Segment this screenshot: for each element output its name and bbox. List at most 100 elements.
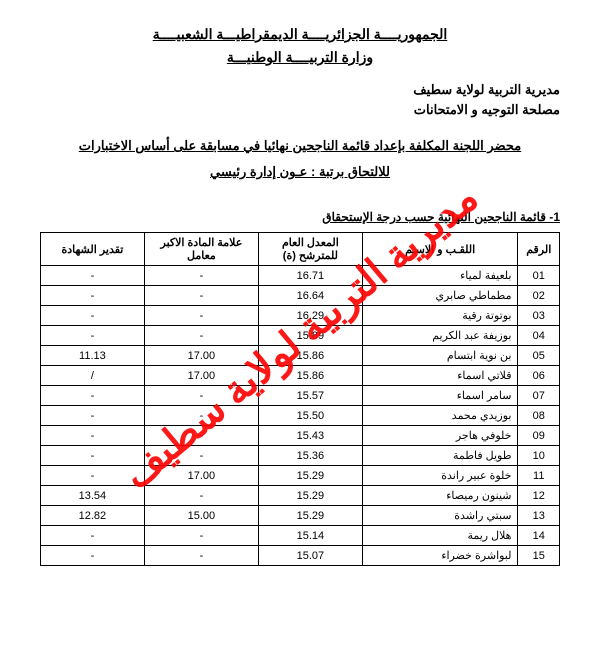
table-cell: 15.86 <box>259 366 363 386</box>
table-cell: سبتي راشدة <box>362 506 518 526</box>
table-row: 08بوزيدي محمد15.50-- <box>41 406 560 426</box>
table-cell: 12 <box>518 486 560 506</box>
doc-title-1: محضر اللجنة المكلفة بإعداد قائمة الناجحي… <box>40 138 560 154</box>
table-cell: لبواشرة خضراء <box>362 546 518 566</box>
table-cell: / <box>41 366 145 386</box>
table-cell: بن نوية ابتسام <box>362 346 518 366</box>
table-cell: - <box>41 426 145 446</box>
table-row: 01بلعيفة لمياء16.71-- <box>41 266 560 286</box>
table-cell: 15.29 <box>259 506 363 526</box>
table-row: 09خلوفي هاجر15.43-- <box>41 426 560 446</box>
table-cell: - <box>41 266 145 286</box>
table-row: 02مطماطي صابري16.64-- <box>41 286 560 306</box>
table-row: 12شينون رميصاء15.29-13.54 <box>41 486 560 506</box>
table-cell: 15.89 <box>259 326 363 346</box>
table-cell: 15.07 <box>259 546 363 566</box>
table-cell: 09 <box>518 426 560 446</box>
table-cell: قلاتي اسماء <box>362 366 518 386</box>
table-cell: بوزيفة عبد الكريم <box>362 326 518 346</box>
table-cell: 06 <box>518 366 560 386</box>
table-cell: 15.29 <box>259 466 363 486</box>
table-cell: - <box>144 266 258 286</box>
table-cell: 08 <box>518 406 560 426</box>
col-header: علامة المادة الاكبر معامل <box>144 233 258 266</box>
table-cell: - <box>144 306 258 326</box>
table-cell: بوتوتة رقية <box>362 306 518 326</box>
table-cell: 15.57 <box>259 386 363 406</box>
ministry-line: وزارة التربيــــة الوطنيـــة <box>40 49 560 66</box>
table-cell: 14 <box>518 526 560 546</box>
table-cell: طويل فاطمة <box>362 446 518 466</box>
table-row: 03بوتوتة رقية16.29-- <box>41 306 560 326</box>
col-header: الرقم <box>518 233 560 266</box>
table-cell: - <box>41 526 145 546</box>
table-row: 15لبواشرة خضراء15.07-- <box>41 546 560 566</box>
table-cell: 17.00 <box>144 346 258 366</box>
table-cell: - <box>41 306 145 326</box>
table-cell: - <box>144 326 258 346</box>
table-cell: سامر اسماء <box>362 386 518 406</box>
table-cell: 12.82 <box>41 506 145 526</box>
table-cell: 16.29 <box>259 306 363 326</box>
col-header: اللقـب و الاسـم <box>362 233 518 266</box>
col-header: المعدل العام للمترشح (ة) <box>259 233 363 266</box>
table-cell: 15.50 <box>259 406 363 426</box>
table-cell: 16.71 <box>259 266 363 286</box>
table-cell: - <box>41 326 145 346</box>
table-row: 13سبتي راشدة15.2915.0012.82 <box>41 506 560 526</box>
table-cell: - <box>41 386 145 406</box>
table-cell: 15.00 <box>144 506 258 526</box>
table-cell: 04 <box>518 326 560 346</box>
table-cell: شينون رميصاء <box>362 486 518 506</box>
table-cell: 16.64 <box>259 286 363 306</box>
table-cell: 07 <box>518 386 560 406</box>
table-cell: 13.54 <box>41 486 145 506</box>
table-cell: - <box>144 546 258 566</box>
table-row: 05بن نوية ابتسام15.8617.0011.13 <box>41 346 560 366</box>
table-cell: - <box>144 446 258 466</box>
table-cell: 03 <box>518 306 560 326</box>
doc-title-2: للالتحاق برتبة : عـون إدارة رئيسي <box>40 164 560 180</box>
table-cell: 17.00 <box>144 466 258 486</box>
table-row: 04بوزيفة عبد الكريم15.89-- <box>41 326 560 346</box>
table-cell: 02 <box>518 286 560 306</box>
table-cell: 15.86 <box>259 346 363 366</box>
table-cell: خلوفي هاجر <box>362 426 518 446</box>
table-cell: 15.36 <box>259 446 363 466</box>
table-cell: بلعيفة لمياء <box>362 266 518 286</box>
office-line: مصلحة التوجيه و الامتحانات <box>40 102 560 118</box>
table-cell: - <box>144 526 258 546</box>
table-cell: 11.13 <box>41 346 145 366</box>
table-cell: خلوة عبير راندة <box>362 466 518 486</box>
table-cell: - <box>144 406 258 426</box>
table-row: 14هلال ريمة15.14-- <box>41 526 560 546</box>
table-cell: 01 <box>518 266 560 286</box>
table-cell: بوزيدي محمد <box>362 406 518 426</box>
results-table: الرقماللقـب و الاسـمالمعدل العام للمترشح… <box>40 232 560 566</box>
table-cell: - <box>144 426 258 446</box>
table-cell: - <box>144 386 258 406</box>
table-cell: 13 <box>518 506 560 526</box>
table-cell: 15.43 <box>259 426 363 446</box>
table-cell: 15.14 <box>259 526 363 546</box>
table-row: 06قلاتي اسماء15.8617.00/ <box>41 366 560 386</box>
table-cell: هلال ريمة <box>362 526 518 546</box>
col-header: تقدير الشهادة <box>41 233 145 266</box>
republic-line: الجمهوريــــة الجزائريــــة الديمقراطيــ… <box>40 26 560 43</box>
table-cell: مطماطي صابري <box>362 286 518 306</box>
table-cell: - <box>144 486 258 506</box>
table-cell: 10 <box>518 446 560 466</box>
table-cell: - <box>41 446 145 466</box>
table-cell: 17.00 <box>144 366 258 386</box>
table-row: 11خلوة عبير راندة15.2917.00- <box>41 466 560 486</box>
table-cell: 11 <box>518 466 560 486</box>
table-cell: - <box>41 286 145 306</box>
table-row: 10طويل فاطمة15.36-- <box>41 446 560 466</box>
table-row: 07سامر اسماء15.57-- <box>41 386 560 406</box>
directorate-line: مديرية التربية لولاية سطيف <box>40 82 560 98</box>
table-cell: - <box>144 286 258 306</box>
table-cell: 15 <box>518 546 560 566</box>
section-title: 1- قائمة الناجحين النهائية حسب درجة الإس… <box>40 210 560 224</box>
table-cell: 15.29 <box>259 486 363 506</box>
table-cell: - <box>41 406 145 426</box>
